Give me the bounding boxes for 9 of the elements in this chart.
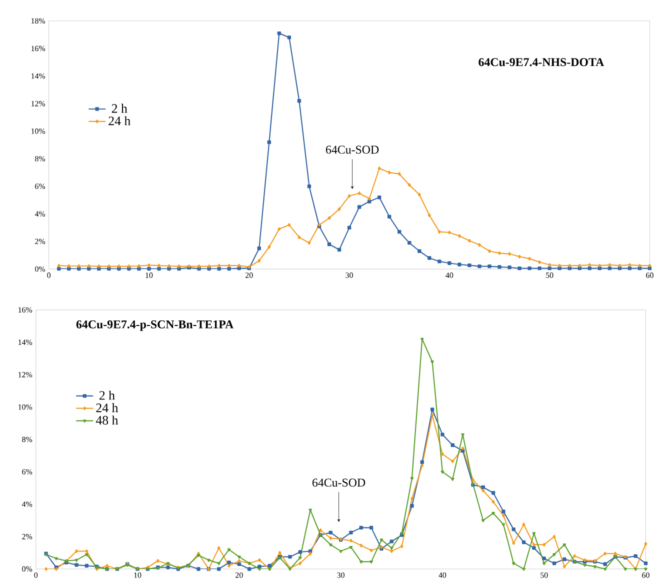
annotation: 64Cu-SOD <box>312 478 366 487</box>
text: 64Cu-9E7.4-p-SCN-Bn-TE1PA <box>76 320 234 331</box>
legend-label: 48 h <box>96 416 118 425</box>
legend-label: 24 h <box>108 116 130 126</box>
legend-label: 2 h <box>112 104 128 113</box>
legend-label: 24 h <box>96 403 118 412</box>
text: 64Cu-9E7.4-NHS-DOTA <box>478 58 604 66</box>
annotation: 64Cu-SOD <box>326 146 379 154</box>
legend-label: 2 h <box>99 390 115 400</box>
